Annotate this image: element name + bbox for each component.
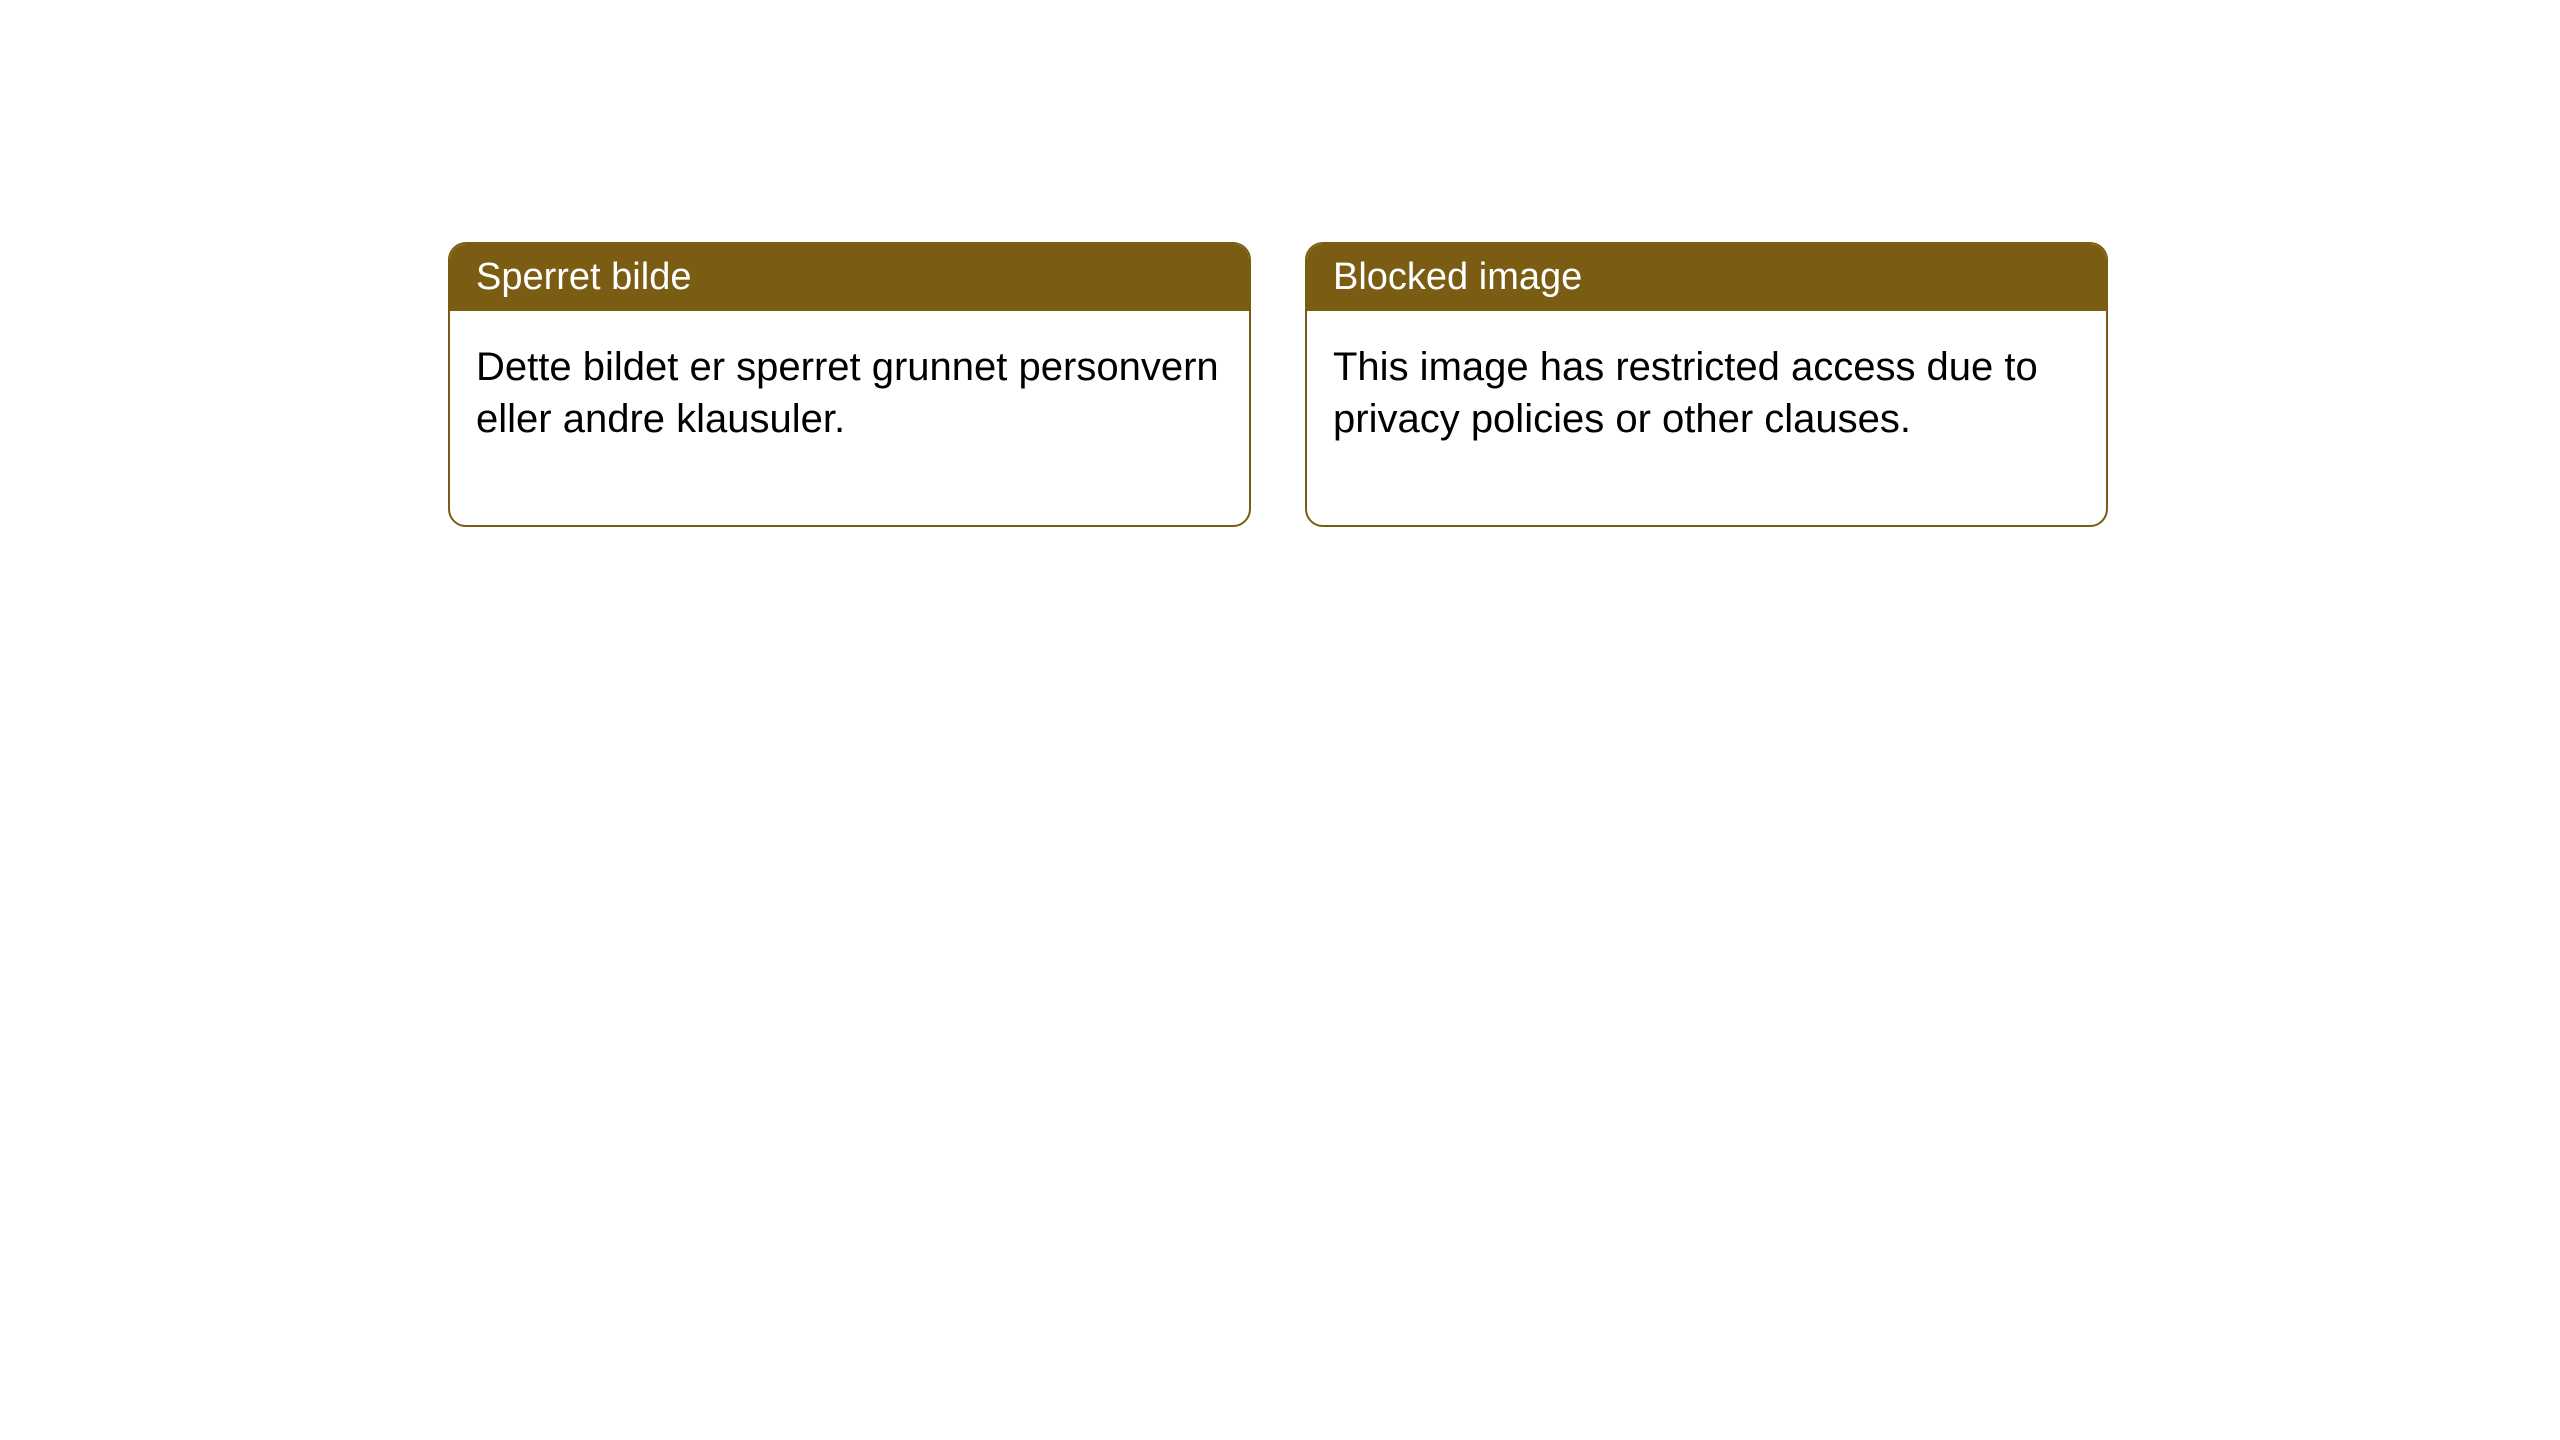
card-body: Dette bildet er sperret grunnet personve… — [450, 311, 1249, 525]
blocked-image-card-en: Blocked image This image has restricted … — [1305, 242, 2108, 527]
card-body-text: Dette bildet er sperret grunnet personve… — [476, 345, 1219, 441]
blocked-image-card-no: Sperret bilde Dette bildet er sperret gr… — [448, 242, 1251, 527]
card-header: Blocked image — [1307, 244, 2106, 311]
card-header: Sperret bilde — [450, 244, 1249, 311]
card-title: Sperret bilde — [476, 256, 691, 298]
card-body-text: This image has restricted access due to … — [1333, 345, 2038, 441]
card-body: This image has restricted access due to … — [1307, 311, 2106, 525]
card-title: Blocked image — [1333, 256, 1582, 298]
cards-container: Sperret bilde Dette bildet er sperret gr… — [448, 242, 2108, 527]
